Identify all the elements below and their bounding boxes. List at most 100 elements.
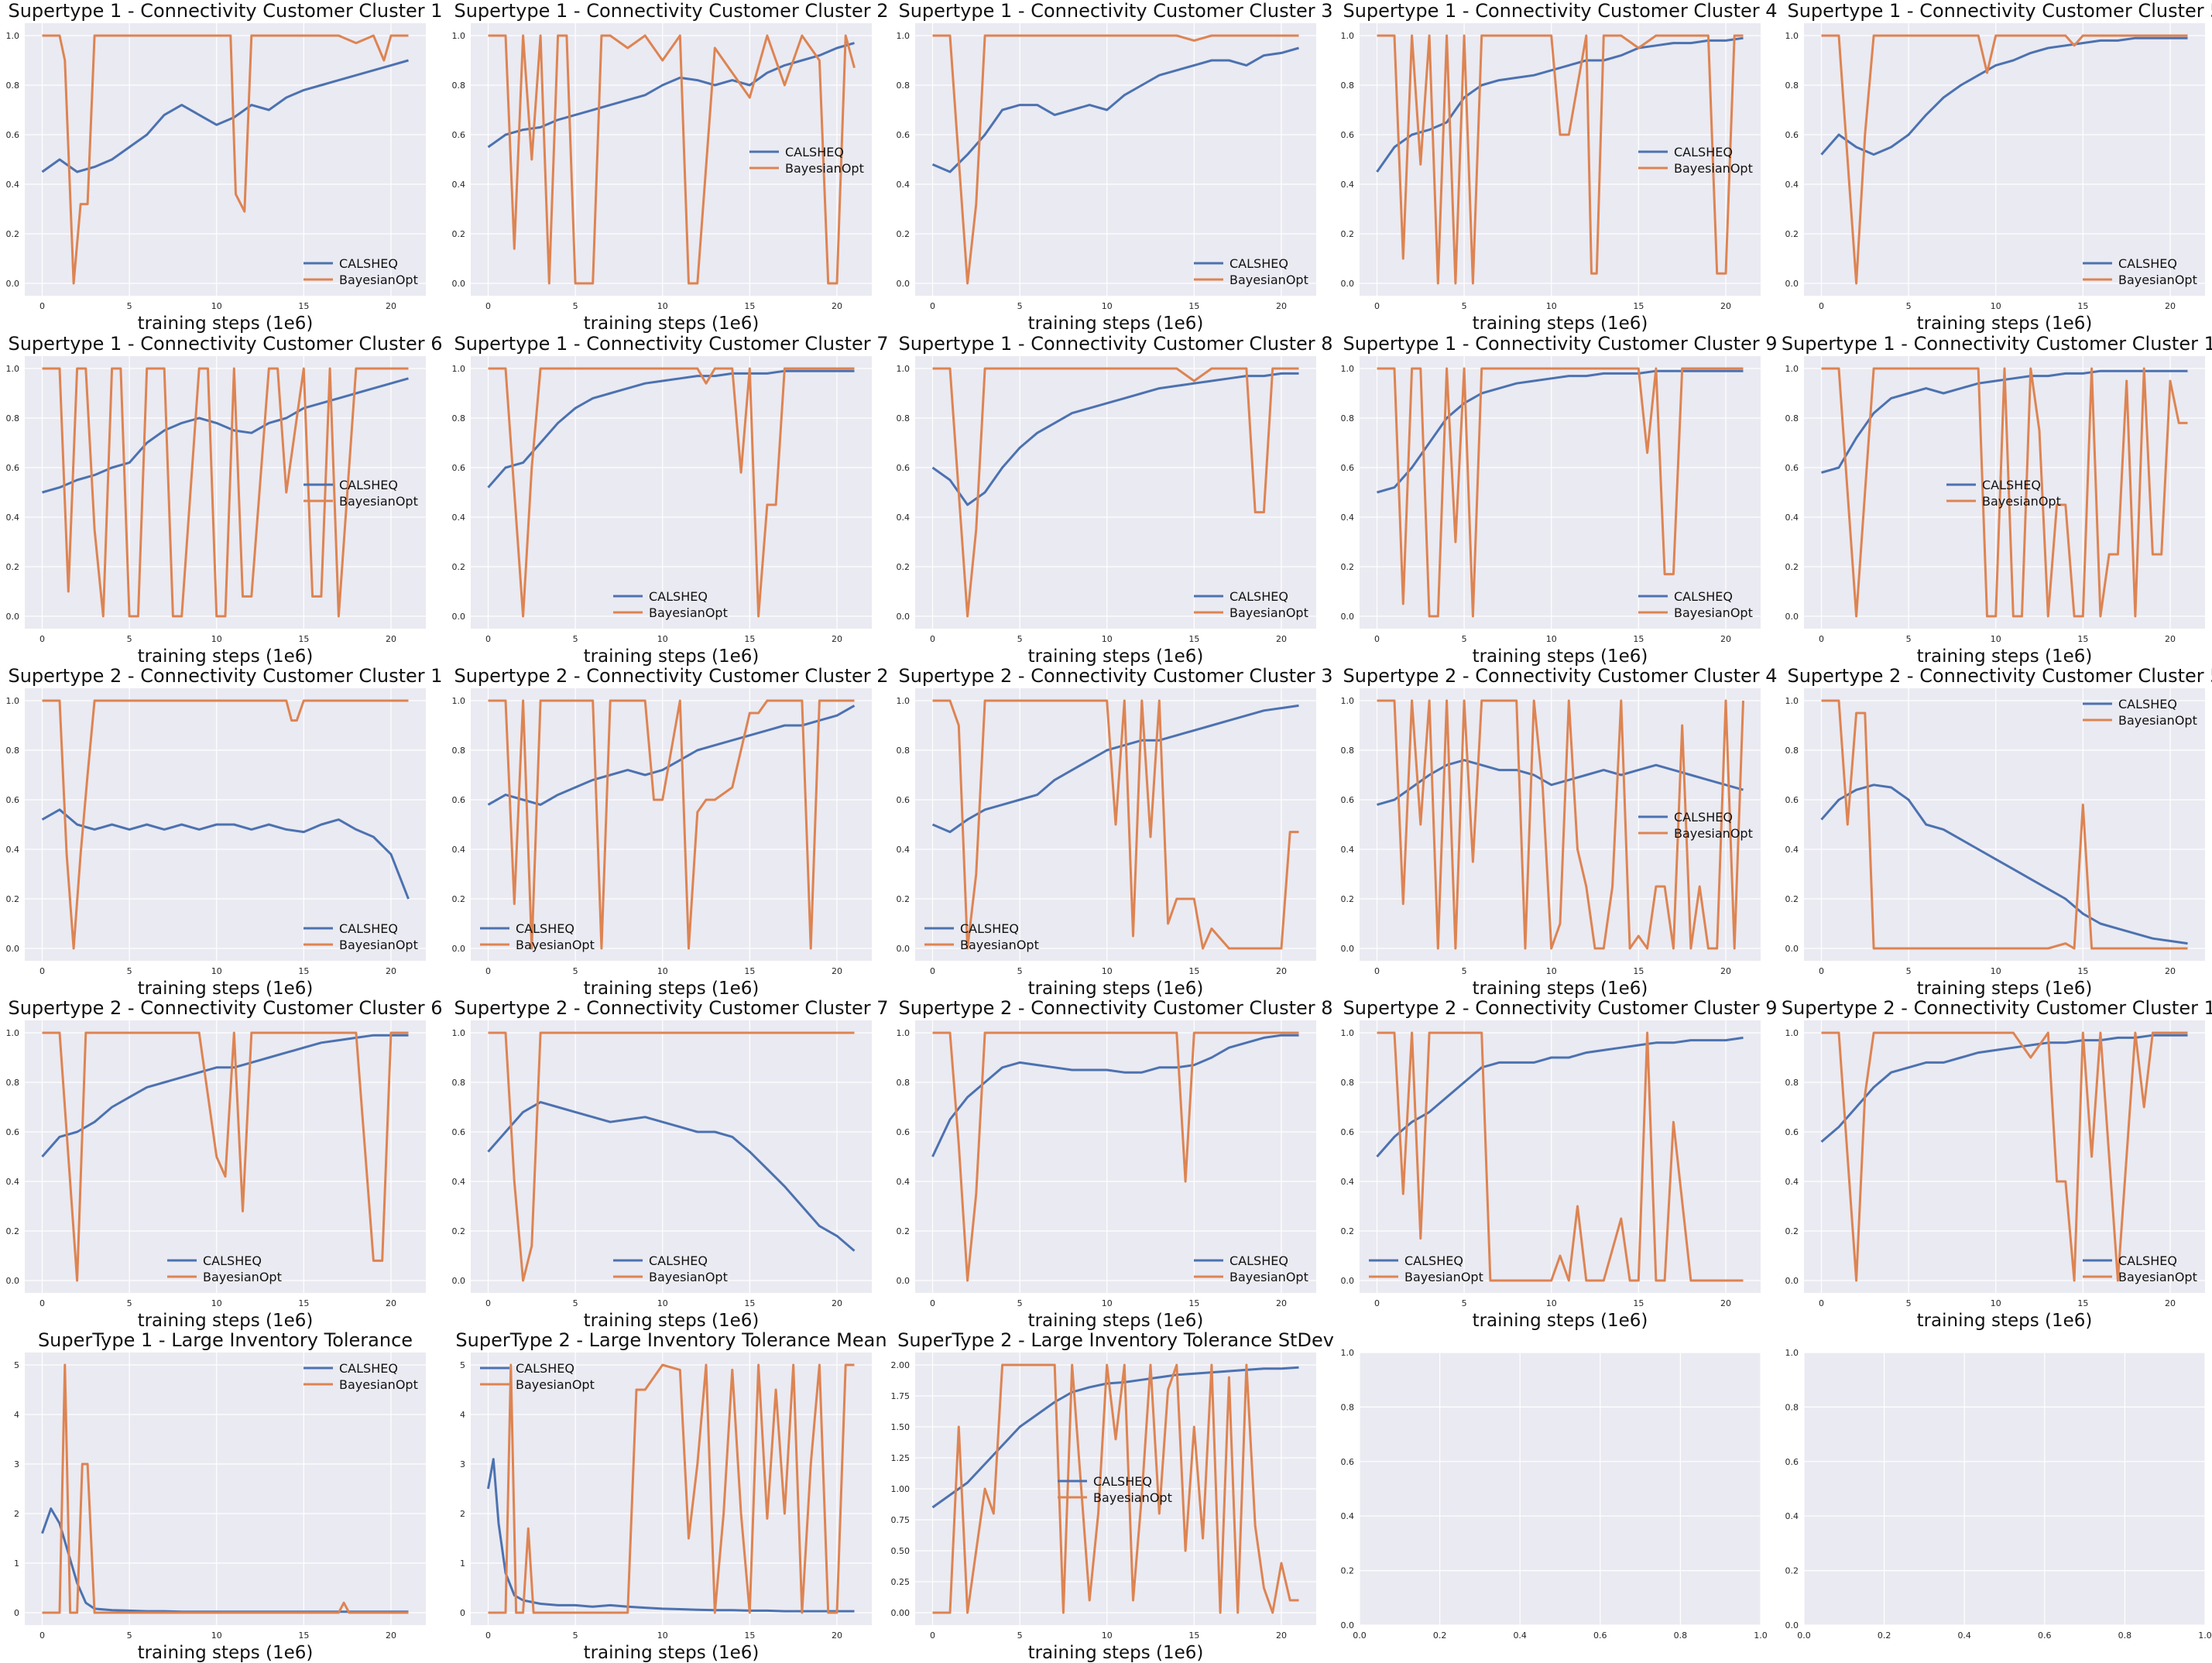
x-tick-label: 10 [1102, 1298, 1113, 1308]
chart-title: Supertype 2 - Connectivity Customer Clus… [898, 997, 1332, 1019]
chart-title: Supertype 2 - Connectivity Customer Clus… [1787, 665, 2212, 687]
chart-panel: 0 5 10 15 20 0.0 0.2 0.4 0.6 0.8 1.0 Supertype 2 - … [897, 665, 1333, 999]
x-tick-label: 10 [211, 1630, 222, 1641]
x-tick-label: 0 [485, 301, 491, 311]
x-tick-label: 15 [2077, 634, 2088, 644]
chart-title: Supertype 1 - Connectivity Customer Clus… [1787, 0, 2212, 22]
plot-area [1360, 356, 1761, 629]
y-tick-label: 0.2 [6, 229, 20, 239]
y-tick-label: 0.8 [6, 1078, 20, 1088]
y-tick-label: 1.0 [897, 696, 911, 706]
x-tick-label: 0 [1374, 301, 1380, 311]
series-line-bayesianopt [488, 1031, 855, 1282]
y-tick-label: 5 [14, 1360, 19, 1370]
y-tick-label: 0.2 [1341, 229, 1355, 239]
y-tick-label: 0.0 [1785, 279, 1799, 289]
series-line-bayesianopt [932, 367, 1299, 618]
x-tick-label: 0.0 [1797, 1630, 1811, 1641]
x-tick-label: 5 [1017, 1298, 1023, 1308]
x-axis-label: training steps (1e6) [1917, 314, 2093, 334]
y-tick-label: 0.8 [1341, 746, 1355, 756]
legend-label: CALSHEQ [339, 256, 398, 271]
x-tick-label: 20 [386, 301, 396, 311]
y-tick-label: 0.2 [1341, 1226, 1355, 1236]
y-tick-label: 1.0 [452, 31, 466, 41]
chart-title: Supertype 2 - Connectivity Customer Clus… [898, 665, 1332, 687]
x-tick-label: 15 [1188, 1630, 1199, 1641]
x-tick-label: 5 [1462, 634, 1467, 644]
chart-panel: 0 5 10 15 20 0.0 0.2 0.4 0.6 0.8 1.0 Supertype 2 - … [6, 997, 443, 1331]
series-line-calsheq [931, 704, 1299, 834]
y-tick-label: 0.8 [1785, 746, 1799, 756]
x-tick-label: 5 [1906, 301, 1912, 311]
chart-panel: 0 5 10 15 20 0.0 0.2 0.4 0.6 0.8 1.0 Supertype 2 - … [1785, 665, 2212, 999]
y-tick-label: 0.8 [897, 81, 911, 91]
legend-label: BayesianOpt [2118, 273, 2197, 287]
chart-title: Supertype 2 - Connectivity Customer Clus… [8, 997, 442, 1019]
x-tick-label: 0 [39, 301, 45, 311]
x-tick-label: 10 [211, 1298, 222, 1308]
series-line-bayesianopt [488, 699, 855, 950]
x-tick-label: 0 [485, 966, 491, 976]
x-axis-label: training steps (1e6) [584, 1643, 760, 1663]
legend-label: BayesianOpt [2118, 1270, 2197, 1284]
x-tick-label: 10 [211, 634, 222, 644]
legend-label: BayesianOpt [2118, 713, 2197, 728]
x-tick-label: 0 [1819, 634, 1824, 644]
y-tick-label: 0.6 [452, 463, 466, 473]
chart-panel: 0 5 10 15 20 0.0 0.2 0.4 0.6 0.8 1.0 Supertype 1 - … [452, 0, 889, 334]
legend-label: BayesianOpt [1674, 161, 1753, 176]
chart-title: Supertype 1 - Connectivity Customer Clus… [1343, 333, 1777, 355]
y-tick-label: 0.6 [6, 1127, 20, 1137]
series-line-bayesianopt [1377, 34, 1744, 285]
chart-panel: 0 5 10 15 20 0.0 0.2 0.4 0.6 0.8 1.0 Supertype 1 - … [1341, 333, 1778, 667]
series-line-bayesianopt [42, 699, 409, 950]
y-tick-label: 1.0 [6, 364, 20, 374]
legend-label: CALSHEQ [785, 145, 844, 159]
series-line-calsheq [487, 1101, 856, 1252]
x-tick-label: 20 [1720, 1298, 1731, 1308]
y-tick-label: 1.25 [891, 1453, 911, 1463]
y-tick-label: 0.2 [1785, 894, 1799, 904]
series-line-calsheq [931, 372, 1299, 506]
plot-area [1360, 1353, 1761, 1625]
x-tick-label: 15 [2077, 1298, 2088, 1308]
x-tick-label: 10 [657, 1298, 668, 1308]
x-tick-label: 15 [1633, 1298, 1644, 1308]
legend-label: CALSHEQ [649, 589, 708, 604]
y-tick-label: 0.2 [897, 229, 911, 239]
x-axis-label: training steps (1e6) [1028, 646, 1204, 667]
legend-label: BayesianOpt [1674, 826, 1753, 841]
x-tick-label: 5 [573, 1630, 578, 1641]
chart-title: Supertype 1 - Connectivity Customer Clus… [898, 0, 1332, 22]
x-axis-label: training steps (1e6) [1473, 314, 1648, 334]
series-line-calsheq [931, 1034, 1299, 1157]
y-tick-label: 0.8 [6, 746, 20, 756]
y-tick-label: 0.8 [1785, 1078, 1799, 1088]
y-tick-label: 1.0 [1785, 696, 1799, 706]
y-tick-label: 0.0 [1785, 1276, 1799, 1286]
y-tick-label: 1.00 [891, 1484, 911, 1494]
y-tick-label: 2 [14, 1509, 19, 1519]
y-tick-label: 0.4 [6, 1177, 20, 1187]
chart-title: Supertype 1 - Connectivity Customer Clus… [454, 333, 888, 355]
chart-title: Supertype 2 - Connectivity Customer Clus… [1782, 997, 2212, 1019]
y-tick-label: 0.6 [6, 130, 20, 140]
x-tick-label: 15 [744, 301, 755, 311]
legend-label: BayesianOpt [1093, 1490, 1172, 1505]
x-tick-label: 5 [573, 1298, 578, 1308]
y-tick-label: 0.8 [1785, 1402, 1799, 1412]
chart-panel: 0 5 10 15 20 0.0 0.2 0.4 0.6 0.8 1.0 Supertype 1 - … [897, 333, 1333, 667]
legend-label: CALSHEQ [1404, 1253, 1463, 1268]
y-tick-label: 0.6 [452, 795, 466, 805]
series-line-calsheq [487, 705, 856, 806]
x-tick-label: 20 [832, 1630, 842, 1641]
legend-label: CALSHEQ [960, 921, 1019, 936]
y-tick-label: 0.00 [891, 1608, 911, 1618]
x-axis-label: training steps (1e6) [1028, 1643, 1204, 1663]
x-tick-label: 15 [2077, 966, 2088, 976]
